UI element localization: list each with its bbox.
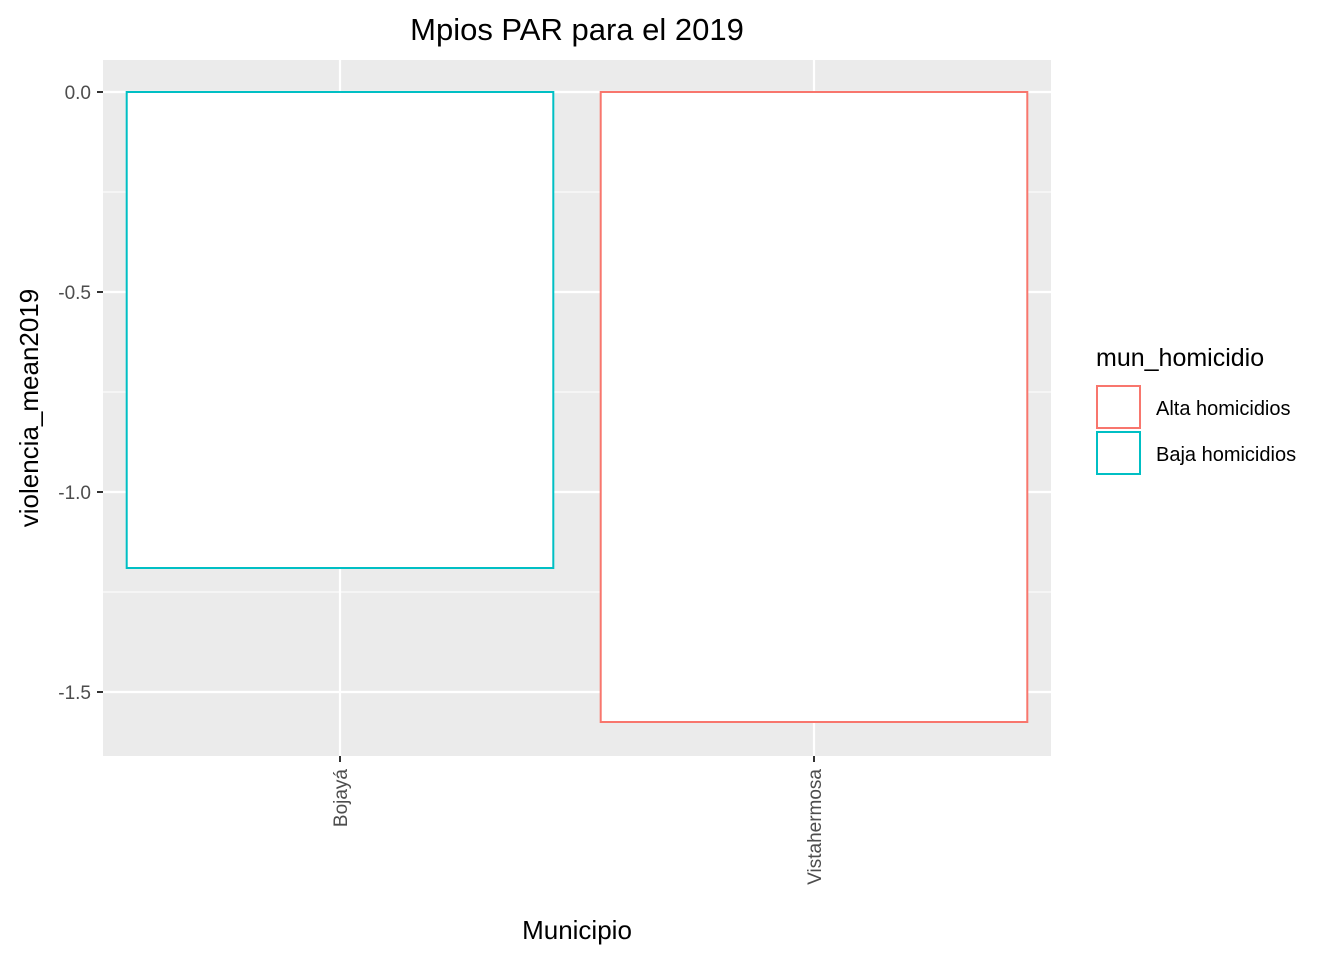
legend-key: [1096, 385, 1141, 429]
bar-bojayá: [125, 91, 555, 569]
y-axis-title: violencia_mean2019: [14, 289, 44, 528]
x-tick-label: Bojayá: [331, 769, 352, 828]
legend-key: [1096, 431, 1141, 475]
y-tick-label: 0.0: [65, 83, 91, 104]
y-tick-label: -1.5: [58, 683, 91, 704]
legend-title: mun_homicidio: [1096, 344, 1264, 372]
x-axis-title: Municipio: [522, 915, 632, 945]
x-tick-label: Vistahermosa: [805, 769, 826, 885]
legend-label: Baja homicidios: [1156, 444, 1296, 466]
legend: mun_homicidio Alta homicidios Baja homici…: [1096, 344, 1296, 475]
axes: 0.0 -0.5 -1.0 -1.5 Bojayá Vistahermosa: [58, 83, 826, 885]
chart-title: Mpios PAR para el 2019: [410, 12, 744, 47]
bar-vistahermosa: [599, 91, 1029, 723]
y-tick-label: -1.0: [58, 483, 91, 504]
bars: [125, 91, 1029, 723]
legend-label: Alta homicidios: [1156, 398, 1291, 420]
y-tick-label: -0.5: [58, 283, 91, 304]
